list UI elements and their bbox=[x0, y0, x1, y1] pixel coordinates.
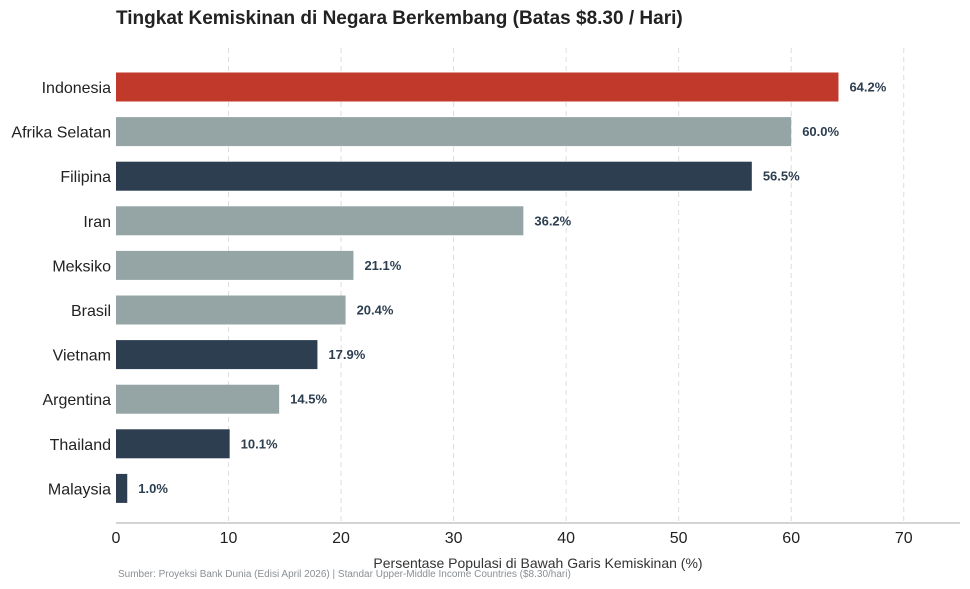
x-tick-label: 70 bbox=[895, 530, 913, 547]
category-label: Iran bbox=[83, 214, 111, 231]
category-label: Argentina bbox=[43, 392, 112, 409]
x-tick-label: 30 bbox=[445, 530, 463, 547]
chart-title: Tingkat Kemiskinan di Negara Berkembang … bbox=[116, 8, 683, 29]
category-label: Malaysia bbox=[48, 481, 111, 498]
category-label: Indonesia bbox=[42, 80, 111, 97]
value-label: 1.0% bbox=[138, 481, 168, 496]
x-tick-label: 60 bbox=[782, 530, 800, 547]
x-tick-label: 10 bbox=[220, 530, 238, 547]
bar bbox=[116, 206, 524, 236]
category-label: Brasil bbox=[71, 303, 111, 320]
value-label: 56.5% bbox=[763, 169, 800, 184]
value-label: 10.1% bbox=[241, 436, 278, 451]
category-label: Filipina bbox=[60, 169, 111, 186]
category-label: Thailand bbox=[50, 437, 111, 454]
x-tick-label: 20 bbox=[332, 530, 350, 547]
bar bbox=[116, 295, 346, 325]
category-label: Vietnam bbox=[53, 348, 111, 365]
bar bbox=[116, 161, 752, 191]
value-labels: 64.2% 60.0% 56.5% 36.2% 21.1% 20.4% 17.9% 14.5%… bbox=[138, 80, 887, 496]
source-note: Sumber: Proyeksi Bank Dunia (Edisi April… bbox=[118, 569, 571, 580]
value-label: 36.2% bbox=[534, 213, 571, 228]
bar bbox=[116, 72, 839, 102]
value-label: 21.1% bbox=[364, 258, 401, 273]
x-tick-label: 40 bbox=[557, 530, 575, 547]
x-tick-labels: 0 10 20 30 40 50 60 70 bbox=[112, 530, 913, 547]
bars bbox=[116, 72, 839, 503]
bar bbox=[116, 250, 354, 280]
bar bbox=[116, 340, 318, 370]
bar bbox=[116, 473, 128, 503]
value-label: 60.0% bbox=[802, 124, 839, 139]
grid-lines bbox=[228, 48, 905, 523]
bar bbox=[116, 429, 230, 459]
x-axis-label: Persentase Populasi di Bawah Garis Kemis… bbox=[373, 555, 702, 571]
value-label: 20.4% bbox=[357, 303, 394, 318]
value-label: 14.5% bbox=[290, 392, 327, 407]
category-labels: Indonesia Afrika Selatan Filipina Iran Meksi… bbox=[11, 80, 111, 498]
value-label: 17.9% bbox=[328, 347, 365, 362]
x-tick-label: 50 bbox=[670, 530, 688, 547]
bar bbox=[116, 384, 280, 414]
value-label: 64.2% bbox=[849, 80, 886, 95]
category-label: Afrika Selatan bbox=[11, 125, 111, 142]
category-label: Meksiko bbox=[52, 258, 111, 275]
x-tick-label: 0 bbox=[112, 530, 121, 547]
bar bbox=[116, 117, 792, 147]
